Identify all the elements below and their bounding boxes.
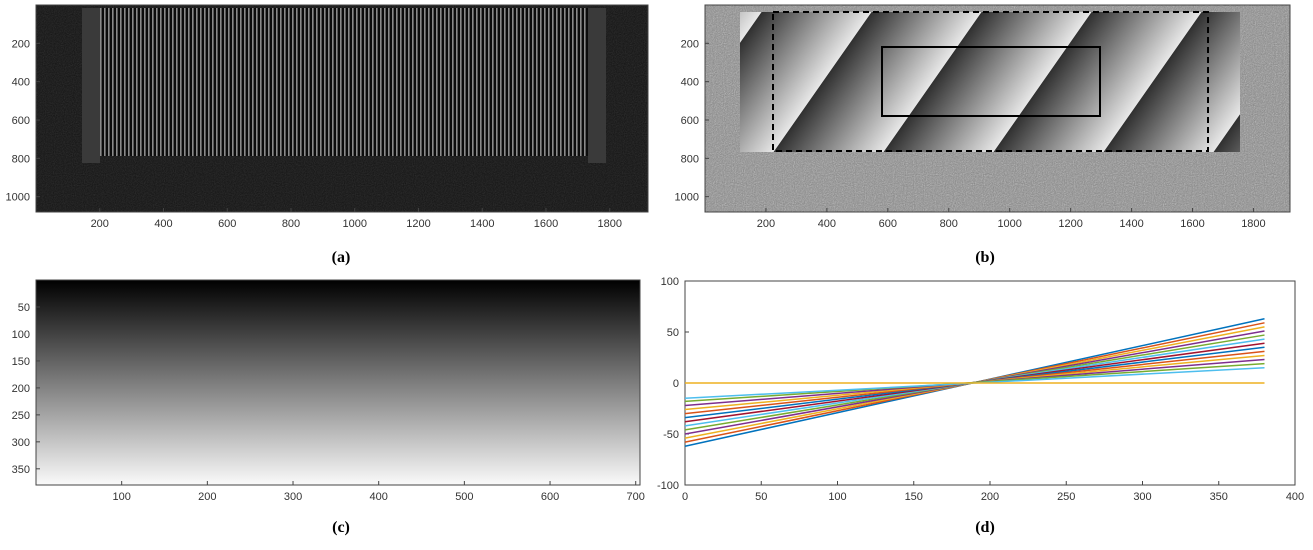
caption: (c) (332, 519, 350, 536)
x-tick-label: 300 (284, 491, 302, 503)
x-tick-label: 600 (218, 218, 236, 230)
x-tick-label: 1200 (406, 218, 430, 230)
x-tick-label: 1800 (598, 218, 622, 230)
x-tick-label: 1000 (343, 218, 367, 230)
y-tick-label: 300 (12, 437, 30, 449)
axes-box (704, 4, 1291, 213)
x-tick-label: 200 (981, 491, 999, 503)
x-tick-label: 400 (1286, 491, 1304, 503)
x-tick-label: 400 (154, 218, 172, 230)
y-tick-label: 1000 (6, 192, 30, 204)
image-c (36, 280, 640, 485)
x-tick-label: 200 (91, 218, 109, 230)
y-tick-label: -50 (663, 429, 679, 441)
x-tick-label: 800 (940, 218, 958, 230)
y-tick-label: 600 (12, 115, 30, 127)
caption: (a) (332, 249, 351, 266)
x-tick-label: 200 (757, 218, 775, 230)
y-tick-label: 400 (681, 77, 699, 89)
x-tick-label: 600 (879, 218, 897, 230)
x-tick-label: 1400 (470, 218, 494, 230)
x-tick-label: 1200 (1058, 218, 1082, 230)
y-tick-label: 400 (12, 77, 30, 89)
axes-box (35, 4, 649, 213)
x-tick-label: 250 (1057, 491, 1075, 503)
x-tick-label: 0 (682, 491, 688, 503)
x-tick-label: 1600 (1180, 218, 1204, 230)
y-tick-label: 50 (667, 327, 679, 339)
x-tick-label: 1400 (1119, 218, 1143, 230)
axes-box (35, 279, 641, 486)
x-tick-label: 1800 (1241, 218, 1265, 230)
x-tick-label: 500 (455, 491, 473, 503)
y-tick-label: 200 (12, 383, 30, 395)
x-tick-label: 50 (755, 491, 767, 503)
x-tick-label: 100 (828, 491, 846, 503)
x-tick-label: 800 (282, 218, 300, 230)
x-tick-label: 150 (905, 491, 923, 503)
y-tick-label: 600 (681, 115, 699, 127)
image-a (36, 5, 648, 212)
y-tick-label: 250 (12, 410, 30, 422)
x-tick-label: 300 (1133, 491, 1151, 503)
y-tick-label: 50 (18, 302, 30, 314)
x-tick-label: 100 (112, 491, 130, 503)
y-tick-label: 800 (681, 153, 699, 165)
caption: (d) (975, 519, 995, 536)
x-tick-label: 400 (818, 218, 836, 230)
y-tick-label: 200 (681, 38, 699, 50)
y-tick-label: -100 (657, 480, 679, 492)
y-tick-label: 350 (12, 464, 30, 476)
x-tick-label: 350 (1210, 491, 1228, 503)
y-tick-label: 0 (673, 378, 679, 390)
y-tick-label: 100 (12, 329, 30, 341)
x-tick-label: 600 (541, 491, 559, 503)
y-tick-label: 150 (12, 356, 30, 368)
caption: (b) (975, 249, 995, 266)
y-tick-label: 200 (12, 38, 30, 50)
x-tick-label: 700 (627, 491, 645, 503)
x-tick-label: 200 (198, 491, 216, 503)
x-tick-label: 1000 (997, 218, 1021, 230)
x-tick-label: 1600 (534, 218, 558, 230)
y-tick-label: 1000 (675, 192, 699, 204)
y-tick-label: 800 (12, 153, 30, 165)
y-tick-label: 100 (661, 276, 679, 288)
x-tick-label: 400 (370, 491, 388, 503)
image-b (705, 5, 1290, 212)
